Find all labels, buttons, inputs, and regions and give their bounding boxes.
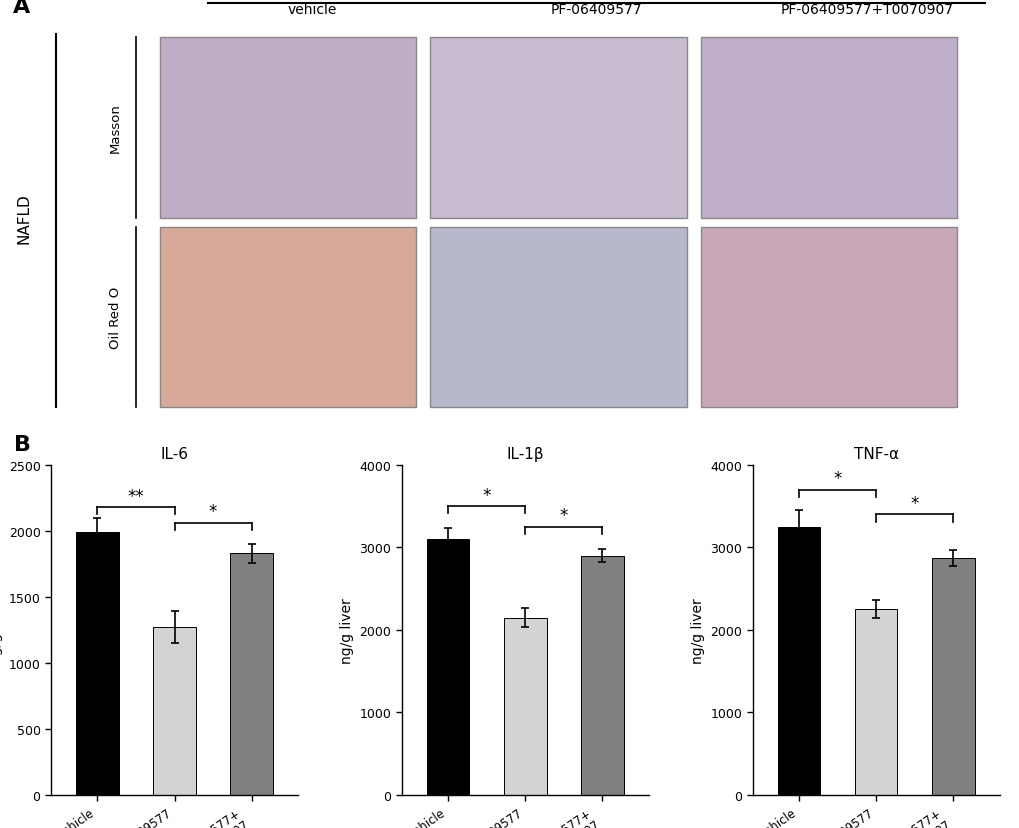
Bar bbox=[160, 228, 416, 407]
Bar bbox=[776, 527, 819, 795]
Bar bbox=[427, 540, 469, 795]
Bar bbox=[581, 556, 623, 795]
Bar bbox=[430, 38, 686, 219]
Text: A: A bbox=[13, 0, 31, 17]
Text: B: B bbox=[14, 435, 32, 455]
Text: *: * bbox=[482, 486, 490, 504]
Y-axis label: ng/g liver: ng/g liver bbox=[690, 597, 704, 663]
Y-axis label: ng/g liver: ng/g liver bbox=[339, 597, 354, 663]
Bar bbox=[931, 558, 973, 795]
Text: Oil Red O: Oil Red O bbox=[109, 286, 122, 349]
Bar bbox=[503, 618, 546, 795]
Text: vehicle: vehicle bbox=[287, 3, 336, 17]
Bar bbox=[700, 228, 956, 407]
Bar bbox=[160, 38, 416, 219]
Text: PF-06409577: PF-06409577 bbox=[550, 3, 642, 17]
Text: *: * bbox=[833, 469, 841, 488]
Bar bbox=[430, 228, 686, 407]
Bar bbox=[700, 38, 956, 219]
Y-axis label: ng/g liver: ng/g liver bbox=[0, 597, 3, 663]
Bar bbox=[230, 554, 273, 795]
Bar bbox=[854, 609, 897, 795]
Text: PF-06409577+T0070907: PF-06409577+T0070907 bbox=[780, 3, 953, 17]
Text: *: * bbox=[209, 503, 217, 521]
Text: NAFLD: NAFLD bbox=[17, 193, 32, 243]
Title: IL-1β: IL-1β bbox=[506, 446, 543, 461]
Title: IL-6: IL-6 bbox=[160, 446, 189, 461]
Text: *: * bbox=[559, 507, 568, 524]
Text: Masson: Masson bbox=[109, 104, 122, 153]
Text: *: * bbox=[910, 494, 918, 513]
Bar bbox=[76, 532, 118, 795]
Title: TNF-α: TNF-α bbox=[853, 446, 898, 461]
Bar bbox=[153, 628, 196, 795]
Text: **: ** bbox=[127, 487, 144, 505]
